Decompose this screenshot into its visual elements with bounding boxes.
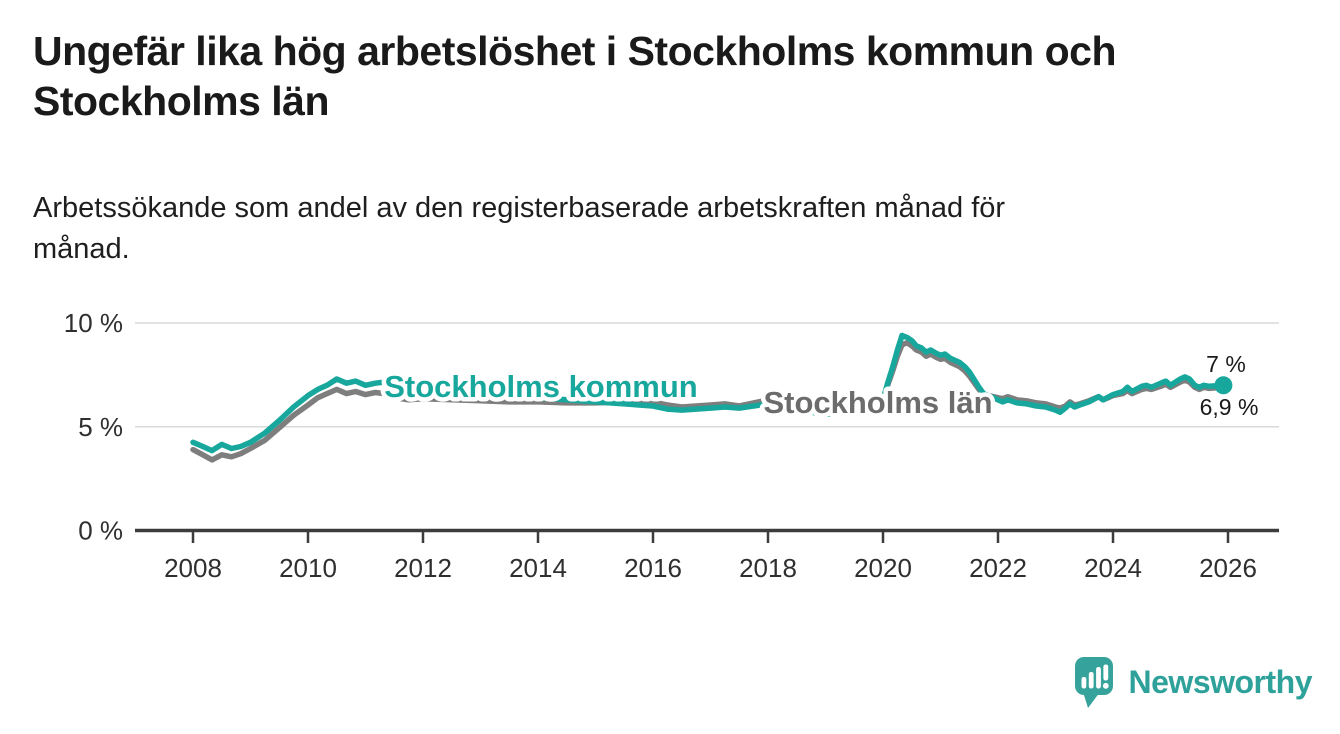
chart-header: Ungefär lika hög arbetslöshet i Stockhol… bbox=[33, 26, 1313, 126]
chart-subtitle: Arbetssökande som andel av den registerb… bbox=[33, 188, 1293, 270]
subtitle-line-2: månad. bbox=[33, 233, 130, 265]
y-tick-label: 10 % bbox=[64, 308, 123, 338]
end-value-label-lan: 6,9 % bbox=[1200, 394, 1259, 420]
chart-svg: 2008 2010 2012 2014 2016 2018 2020 2022 2024 2026… bbox=[64, 308, 1279, 583]
series-line-kommun bbox=[190, 332, 1227, 454]
y-gridlines bbox=[135, 322, 1279, 428]
series-end-dot bbox=[1214, 376, 1233, 395]
y-tick-label: 0 % bbox=[78, 516, 123, 546]
page-title: Ungefär lika hög arbetslöshet i Stockhol… bbox=[33, 26, 1313, 126]
x-tick-label: 2010 bbox=[279, 553, 337, 583]
newsworthy-bubble-chart-icon bbox=[1074, 657, 1113, 708]
x-tick-label: 2018 bbox=[739, 553, 797, 583]
x-tick-label: 2008 bbox=[164, 553, 222, 583]
title-line-2: Stockholms län bbox=[33, 78, 330, 124]
x-tick-label: 2020 bbox=[854, 553, 912, 583]
x-tick-label: 2024 bbox=[1084, 553, 1142, 583]
x-tick-label: 2022 bbox=[969, 553, 1027, 583]
y-axis-labels: 0 % 5 % 10 % bbox=[64, 308, 123, 546]
end-value-label-kommun: 7 % bbox=[1206, 351, 1246, 377]
y-tick-label: 5 % bbox=[78, 412, 123, 442]
brand-name: Newsworthy bbox=[1128, 663, 1313, 700]
x-axis-labels: 2008 2010 2012 2014 2016 2018 2020 2022 2024 2026 bbox=[164, 553, 1257, 583]
x-tick-label: 2026 bbox=[1199, 553, 1257, 583]
series-label-kommun: Stockholms kommun bbox=[384, 369, 698, 404]
newsworthy-logo[interactable]: Newsworthy bbox=[1072, 653, 1313, 711]
title-line-1: Ungefär lika hög arbetslöshet i Stockhol… bbox=[33, 28, 1116, 74]
x-axis-ticks bbox=[191, 532, 1230, 543]
x-tick-label: 2014 bbox=[509, 553, 567, 583]
series-line-lan bbox=[190, 339, 1227, 463]
x-tick-label: 2012 bbox=[394, 553, 452, 583]
x-tick-label: 2016 bbox=[624, 553, 682, 583]
series-label-lan: Stockholms län bbox=[763, 385, 992, 420]
subtitle-line-1: Arbetssökande som andel av den registerb… bbox=[33, 192, 1006, 224]
